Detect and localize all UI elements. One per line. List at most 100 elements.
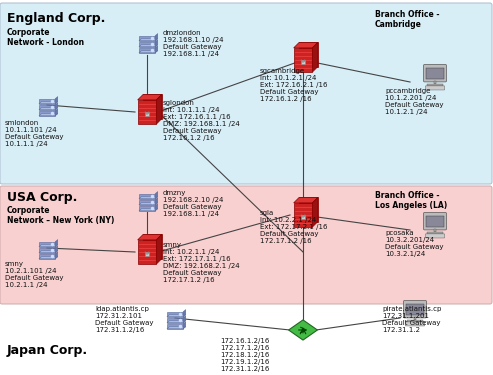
- Text: pirate.atlantis.cp
172.31.1.201
Default Gateway
172.31.1.2: pirate.atlantis.cp 172.31.1.201 Default …: [382, 306, 441, 333]
- Polygon shape: [143, 94, 162, 118]
- FancyBboxPatch shape: [167, 324, 183, 329]
- Text: Branch Office -
Cambridge: Branch Office - Cambridge: [375, 10, 439, 29]
- FancyBboxPatch shape: [39, 111, 55, 116]
- FancyBboxPatch shape: [39, 242, 55, 247]
- Text: USA Corp.: USA Corp.: [7, 191, 77, 204]
- Polygon shape: [55, 109, 58, 116]
- Polygon shape: [139, 209, 158, 211]
- Polygon shape: [39, 108, 58, 110]
- Text: pccambridge
10.1.2.201 /24
Default Gateway
10.1.2.1 /24: pccambridge 10.1.2.201 /24 Default Gatew…: [385, 88, 444, 115]
- Polygon shape: [138, 94, 162, 100]
- FancyBboxPatch shape: [139, 194, 155, 199]
- FancyBboxPatch shape: [0, 186, 492, 304]
- FancyBboxPatch shape: [406, 304, 423, 315]
- Polygon shape: [294, 197, 318, 203]
- Polygon shape: [155, 46, 158, 53]
- FancyBboxPatch shape: [39, 254, 55, 259]
- Text: dmzny
192.168.2.10 /24
Default Gateway
192.168.1.1 /24: dmzny 192.168.2.10 /24 Default Gateway 1…: [163, 190, 223, 217]
- Text: sglondon
Int: 10.1.1.1 /24
Ext: 172.16.1.1 /16
DMZ: 192.168.1.1 /24
Default Gate: sglondon Int: 10.1.1.1 /24 Ext: 172.16.1…: [163, 100, 240, 141]
- Polygon shape: [139, 45, 158, 47]
- Bar: [434, 229, 436, 231]
- FancyBboxPatch shape: [423, 64, 447, 82]
- Polygon shape: [167, 315, 186, 317]
- Text: England Corp.: England Corp.: [7, 12, 106, 25]
- Polygon shape: [155, 198, 158, 205]
- Bar: [145, 252, 149, 257]
- Polygon shape: [139, 196, 158, 199]
- FancyBboxPatch shape: [139, 200, 155, 205]
- FancyBboxPatch shape: [139, 48, 155, 53]
- Polygon shape: [39, 251, 58, 253]
- FancyBboxPatch shape: [404, 300, 426, 318]
- Bar: [407, 320, 423, 322]
- FancyBboxPatch shape: [139, 36, 155, 41]
- Polygon shape: [139, 202, 158, 205]
- Bar: [145, 112, 149, 116]
- Polygon shape: [313, 197, 318, 227]
- FancyBboxPatch shape: [138, 100, 156, 124]
- FancyBboxPatch shape: [138, 240, 156, 264]
- Polygon shape: [288, 320, 317, 340]
- Polygon shape: [167, 327, 186, 329]
- Polygon shape: [183, 322, 186, 329]
- Polygon shape: [155, 33, 158, 41]
- Text: pcosaka
10.3.2.201/24
Default Gateway
10.3.2.1/24: pcosaka 10.3.2.201/24 Default Gateway 10…: [385, 230, 444, 257]
- FancyBboxPatch shape: [425, 86, 445, 90]
- Bar: [427, 231, 443, 234]
- Polygon shape: [299, 197, 318, 222]
- Text: smny
10.2.1.101 /24
Default Gateway
10.2.1.1 /24: smny 10.2.1.101 /24 Default Gateway 10.2…: [5, 261, 64, 288]
- Text: ldap.atlantis.cp
172.31.2.101
Default Gateway
172.31.1.2/16: ldap.atlantis.cp 172.31.2.101 Default Ga…: [95, 306, 153, 333]
- Polygon shape: [143, 234, 162, 259]
- FancyBboxPatch shape: [139, 206, 155, 211]
- Polygon shape: [39, 114, 58, 116]
- Polygon shape: [55, 252, 58, 259]
- Polygon shape: [294, 42, 318, 48]
- Text: Branch Office -
Los Angeles (LA): Branch Office - Los Angeles (LA): [375, 191, 447, 210]
- Bar: [301, 60, 305, 64]
- Text: dmzlondon
192.168.1.10 /24
Default Gateway
192.168.1.1 /24: dmzlondon 192.168.1.10 /24 Default Gatew…: [163, 30, 223, 57]
- Polygon shape: [55, 246, 58, 253]
- Polygon shape: [139, 39, 158, 41]
- Polygon shape: [156, 94, 162, 124]
- Text: Corporate
Network - London: Corporate Network - London: [7, 28, 84, 47]
- Polygon shape: [39, 256, 58, 259]
- Polygon shape: [183, 316, 186, 323]
- Text: 172.16.1.2/16
172.17.1.2/16
172.18.1.2/16
172.19.1.2/16
172.31.1.2/16: 172.16.1.2/16 172.17.1.2/16 172.18.1.2/1…: [220, 338, 269, 372]
- Bar: [427, 84, 443, 86]
- Bar: [414, 317, 416, 320]
- Bar: [301, 214, 305, 219]
- Text: Japan Corp.: Japan Corp.: [7, 344, 88, 357]
- FancyBboxPatch shape: [0, 3, 492, 184]
- FancyBboxPatch shape: [167, 312, 183, 317]
- Polygon shape: [155, 40, 158, 47]
- FancyBboxPatch shape: [405, 322, 425, 326]
- Text: sgla
Int: 10.2.2.1 /24
Ext: 172.17.2.1 /16
Default Gateway
172.17.1.2 /16: sgla Int: 10.2.2.1 /24 Ext: 172.17.2.1 /…: [260, 210, 327, 244]
- FancyBboxPatch shape: [426, 216, 444, 227]
- FancyBboxPatch shape: [167, 318, 183, 323]
- Polygon shape: [313, 42, 318, 72]
- Polygon shape: [55, 103, 58, 110]
- Bar: [434, 81, 436, 84]
- FancyBboxPatch shape: [294, 203, 313, 227]
- Polygon shape: [39, 102, 58, 104]
- FancyBboxPatch shape: [139, 42, 155, 47]
- FancyBboxPatch shape: [423, 213, 447, 230]
- FancyBboxPatch shape: [39, 248, 55, 253]
- Polygon shape: [139, 51, 158, 53]
- FancyBboxPatch shape: [426, 68, 444, 79]
- Polygon shape: [138, 234, 162, 240]
- Polygon shape: [183, 309, 186, 317]
- Polygon shape: [39, 244, 58, 247]
- Polygon shape: [55, 240, 58, 247]
- FancyBboxPatch shape: [39, 99, 55, 104]
- FancyBboxPatch shape: [39, 105, 55, 110]
- Polygon shape: [155, 192, 158, 199]
- Polygon shape: [299, 42, 318, 67]
- Polygon shape: [167, 321, 186, 323]
- FancyBboxPatch shape: [425, 234, 445, 238]
- Text: Corporate
Network – New York (NY): Corporate Network – New York (NY): [7, 206, 114, 225]
- Polygon shape: [156, 234, 162, 264]
- FancyBboxPatch shape: [294, 48, 313, 72]
- Text: sgcambridge
Int: 10.1.2.1 /24
Ext: 172.16.2.1 /16
Default Gateway
172.16.1.2 /16: sgcambridge Int: 10.1.2.1 /24 Ext: 172.1…: [260, 68, 327, 102]
- Polygon shape: [55, 96, 58, 104]
